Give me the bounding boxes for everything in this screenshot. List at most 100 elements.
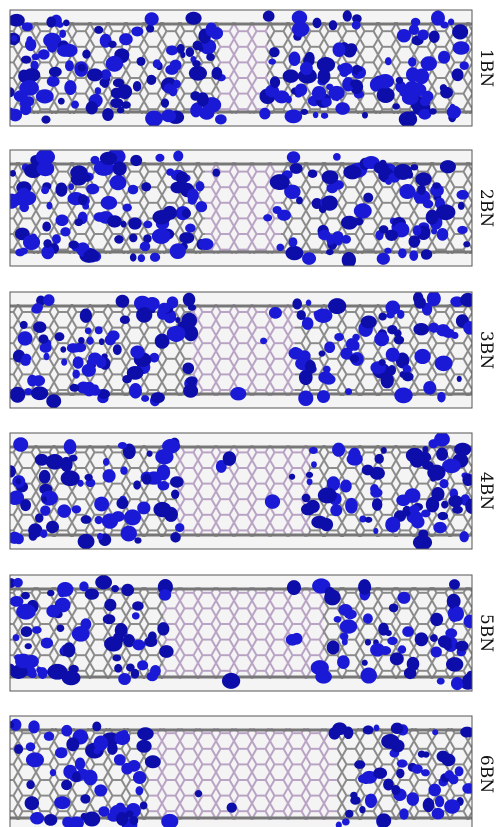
orbital-lobe [114, 235, 123, 244]
orbital-lobe [25, 38, 36, 51]
orbital-lobe [396, 77, 403, 84]
orbital-lobe [128, 760, 141, 772]
orbital-lobe [431, 11, 445, 26]
orbital-lobe [268, 59, 276, 65]
orbital-lobe [47, 76, 60, 87]
orbital-lobe [58, 98, 65, 105]
orbital-lobe [166, 168, 174, 175]
orbital-lobe [328, 86, 344, 100]
orbital-lobe [28, 720, 39, 733]
orbital-lobe [432, 729, 438, 735]
orbital-lobe [140, 801, 148, 809]
orbital-lobe [448, 495, 462, 507]
orbital-lobe [23, 235, 40, 250]
orbital-lobe [354, 760, 365, 769]
orbital-lobe [340, 480, 352, 493]
orbital-lobe [454, 443, 471, 456]
orbital-lobe [141, 182, 151, 191]
orbital-lobe [73, 356, 84, 368]
panel-label: 5BN [476, 614, 496, 652]
orbital-lobe [70, 166, 88, 180]
orbital-lobe [79, 581, 88, 591]
orbital-lobe [72, 772, 81, 783]
orbital-lobe [147, 450, 153, 456]
orbital-lobe [314, 308, 332, 322]
panel: 1BN [6, 10, 496, 127]
orbital-lobe [186, 376, 198, 385]
orbital-lobe [26, 780, 34, 789]
orbital-lobe [77, 64, 85, 72]
orbital-lobe [223, 451, 236, 466]
orbital-lobe [10, 170, 16, 177]
orbital-lobe [400, 88, 411, 97]
orbital-lobe [130, 253, 137, 261]
orbital-lobe [19, 80, 38, 96]
orbital-lobe [65, 60, 74, 71]
orbital-lobe [155, 154, 164, 162]
orbital-lobe [334, 333, 344, 341]
orbital-lobe [20, 248, 28, 255]
orbital-lobe [230, 387, 246, 400]
orbital-lobe [186, 47, 195, 57]
orbital-lobe [116, 812, 128, 826]
orbital-lobe [187, 189, 199, 203]
orbital-lobe [57, 504, 71, 517]
orbital-lobe [146, 25, 154, 33]
orbital-lobe [429, 31, 440, 43]
orbital-lobe [116, 295, 130, 308]
orbital-lobe [409, 235, 420, 248]
orbital-lobe [13, 578, 23, 588]
orbital-lobe [459, 531, 468, 542]
orbital-lobe [389, 603, 399, 612]
orbital-lobe [399, 808, 408, 819]
orbital-lobe [52, 234, 61, 244]
orbital-lobe [276, 244, 284, 251]
orbital-lobe [159, 645, 173, 658]
orbital-lobe [196, 201, 207, 212]
orbital-lobe [175, 317, 180, 323]
orbital-lobe [438, 512, 449, 520]
orbital-lobe [46, 202, 52, 210]
orbital-lobe [392, 103, 400, 109]
orbital-lobe [8, 14, 24, 27]
orbital-lobe [103, 469, 116, 483]
orbital-lobe [337, 655, 350, 669]
orbital-lobe [41, 116, 50, 124]
orbital-lobe [120, 315, 130, 323]
orbital-lobe [437, 228, 449, 241]
orbital-lobe [26, 752, 44, 767]
orbital-lobe [423, 381, 436, 395]
orbital-lobe [332, 722, 347, 735]
orbital-lobe [61, 725, 72, 737]
orbital-lobe [222, 673, 240, 689]
orbital-lobe [107, 330, 119, 341]
orbital-lobe [129, 234, 137, 243]
orbital-lobe [179, 232, 194, 244]
orbital-lobe [333, 42, 346, 57]
orbital-lobe [135, 786, 143, 795]
orbital-lobe [39, 470, 51, 484]
orbital-lobe [300, 62, 313, 75]
orbital-lobe [176, 171, 189, 184]
orbital-lobe [131, 669, 139, 679]
orbital-lobe [114, 754, 126, 765]
orbital-lobe [103, 614, 115, 624]
orbital-lobe [452, 68, 464, 81]
orbital-lobe [348, 448, 361, 463]
orbital-lobe [40, 505, 50, 516]
orbital-lobe [43, 294, 54, 306]
orbital-lobe [396, 769, 404, 779]
orbital-lobe [332, 443, 345, 457]
orbital-lobe [189, 66, 207, 81]
orbital-lobe [157, 622, 169, 635]
orbital-lobe [133, 640, 146, 651]
orbital-lobe [346, 43, 358, 54]
orbital-lobe [449, 774, 459, 784]
orbital-lobe [449, 104, 455, 111]
orbital-lobe [286, 96, 292, 104]
orbital-lobe [50, 769, 56, 776]
orbital-lobe [227, 802, 237, 812]
orbital-lobe [113, 633, 122, 640]
orbital-lobe [457, 190, 469, 200]
orbital-lobe [24, 96, 34, 106]
